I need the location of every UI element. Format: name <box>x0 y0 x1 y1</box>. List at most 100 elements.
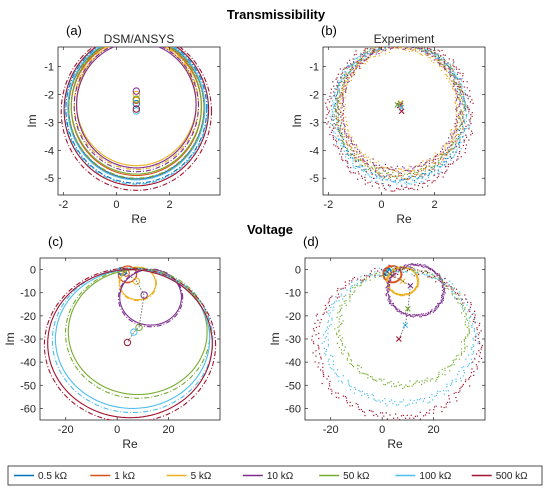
data-point <box>389 274 391 276</box>
data-point <box>427 266 429 268</box>
data-point <box>369 161 371 163</box>
data-point <box>452 62 454 64</box>
data-point <box>376 175 378 177</box>
data-point <box>447 163 449 165</box>
data-point <box>452 133 454 135</box>
data-point <box>441 289 444 291</box>
data-point <box>465 358 467 360</box>
data-point <box>318 362 320 364</box>
data-point <box>466 107 468 109</box>
data-point <box>459 104 461 106</box>
data-point <box>460 148 462 150</box>
x-tick-label: 0 <box>114 424 120 436</box>
data-point <box>330 307 332 309</box>
data-point <box>464 336 466 338</box>
data-point <box>364 52 366 54</box>
data-point <box>346 400 348 402</box>
data-point <box>357 368 359 370</box>
data-point <box>416 275 418 277</box>
data-point <box>388 282 390 284</box>
data-point <box>349 145 351 147</box>
data-point <box>474 339 477 341</box>
data-point <box>464 107 466 110</box>
data-point <box>390 277 392 279</box>
data-point <box>455 150 457 153</box>
data-point <box>368 276 371 278</box>
panel-letter: (a) <box>66 23 82 38</box>
data-point <box>468 354 470 356</box>
data-point <box>371 180 373 182</box>
series-marker <box>394 101 401 108</box>
data-point <box>457 88 459 90</box>
data-point <box>342 395 344 397</box>
data-point <box>413 188 415 190</box>
data-point <box>466 114 468 116</box>
data-point <box>346 402 348 404</box>
data-point <box>389 284 391 286</box>
data-point <box>439 275 441 277</box>
data-point <box>338 380 340 382</box>
data-point <box>463 100 465 102</box>
data-point <box>382 175 384 177</box>
data-point <box>428 412 430 414</box>
data-point <box>377 172 379 174</box>
data-point <box>390 300 392 302</box>
data-point <box>463 130 465 132</box>
data-point <box>327 332 329 335</box>
data-point <box>447 149 449 151</box>
data-point <box>389 184 391 187</box>
data-point <box>370 176 373 178</box>
data-point <box>453 77 455 79</box>
data-point <box>403 167 405 169</box>
data-point <box>378 171 380 173</box>
data-point <box>387 283 389 285</box>
y-tick-label: -1 <box>44 62 54 74</box>
data-point <box>338 346 340 349</box>
data-point <box>475 336 477 338</box>
data-point <box>454 292 457 294</box>
data-point <box>353 54 355 56</box>
data-point <box>324 304 326 306</box>
data-point <box>363 52 365 54</box>
data-point <box>360 59 362 61</box>
data-point <box>433 52 435 54</box>
data-point <box>333 91 335 93</box>
data-point <box>366 48 368 50</box>
data-point <box>375 164 377 166</box>
data-point <box>459 124 462 127</box>
data-point <box>410 315 412 317</box>
data-point <box>451 148 453 150</box>
data-point <box>340 124 342 126</box>
data-point <box>404 266 406 268</box>
data-point <box>340 76 342 78</box>
data-point <box>412 264 415 266</box>
data-point <box>344 97 346 99</box>
data-point <box>456 159 458 161</box>
data-point <box>443 161 445 163</box>
data-point <box>452 134 454 136</box>
data-point <box>444 69 446 71</box>
data-point <box>318 332 320 334</box>
data-point <box>426 380 428 382</box>
data-point <box>462 375 464 377</box>
data-point <box>450 66 452 68</box>
data-point <box>443 157 445 159</box>
data-point <box>332 103 334 105</box>
data-point <box>416 415 418 417</box>
data-point <box>343 136 345 138</box>
data-point <box>478 361 480 363</box>
data-point <box>386 418 388 420</box>
data-point <box>456 298 458 300</box>
data-point <box>351 405 353 407</box>
data-point <box>457 292 459 294</box>
data-point <box>339 315 341 317</box>
data-point <box>453 75 455 77</box>
data-point <box>454 128 456 130</box>
data-point <box>461 312 463 314</box>
data-point <box>472 320 474 322</box>
series-line <box>67 47 206 181</box>
data-point <box>440 66 442 68</box>
data-point <box>458 68 460 70</box>
data-point <box>422 314 424 317</box>
data-point <box>427 313 429 315</box>
